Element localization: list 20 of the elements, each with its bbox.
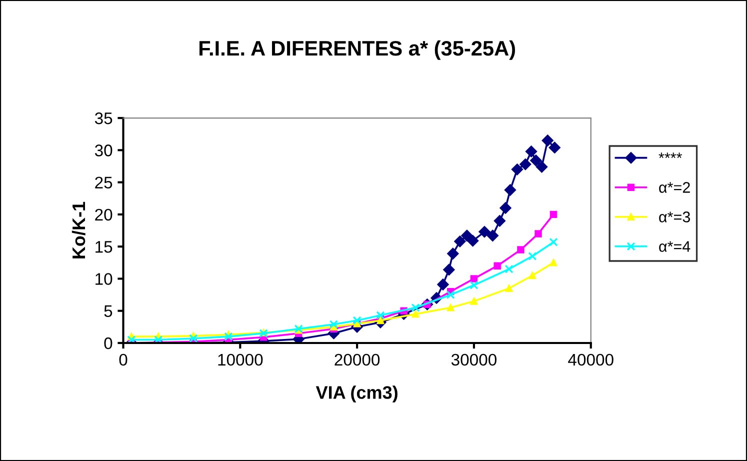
legend-label: α*=2	[659, 182, 690, 193]
legend-label: α*=3	[659, 212, 690, 222]
x-tick-label: 0	[119, 354, 128, 366]
x-tick-label: 40000	[568, 354, 614, 366]
legend-label: α*=4	[659, 241, 690, 252]
y-tick-label: 35	[94, 112, 112, 124]
x-tick-label: 10000	[218, 354, 263, 366]
y-tick-label: 10	[96, 273, 112, 285]
legend-label: ****	[658, 152, 682, 158]
y-tick-label: 30	[94, 144, 112, 156]
y-tick-label: 0	[104, 337, 112, 350]
x-tick-label: 20000	[334, 354, 380, 366]
x-tick-label: 30000	[451, 354, 496, 366]
x-axis-title: VIA (cm3)	[316, 386, 398, 402]
y-tick-label: 5	[104, 305, 112, 318]
y-tick-label: 20	[95, 208, 112, 221]
y-tick-label: 15	[96, 241, 112, 253]
chart-title: F.I.E. A DIFERENTES a* (35-25A)	[199, 40, 516, 60]
y-tick-label: 25	[95, 176, 112, 188]
y-axis-title: Ko/K-1	[72, 202, 86, 258]
